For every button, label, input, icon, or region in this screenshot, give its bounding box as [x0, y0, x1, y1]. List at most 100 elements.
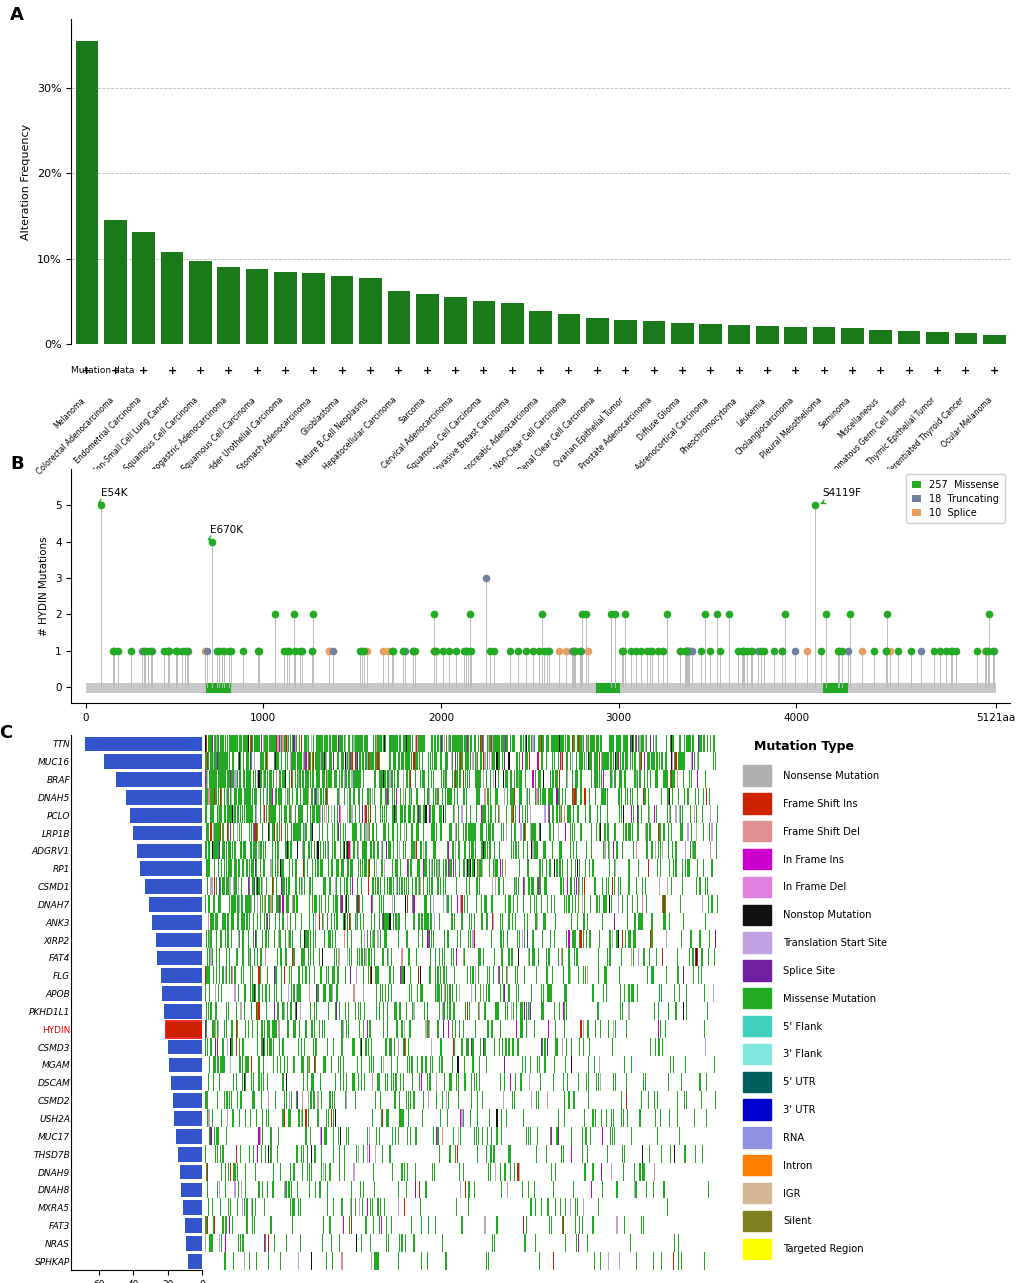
Text: Cervical Squamous Cell Carcinoma: Cervical Squamous Cell Carcinoma [156, 395, 257, 497]
Bar [177, 1147, 202, 1161]
Text: Ocular Melanoma: Ocular Melanoma [940, 395, 994, 449]
Bar [642, 321, 664, 344]
Bar [699, 323, 721, 344]
Text: Head and Neck Squamous Cell Carcinoma: Head and Neck Squamous Cell Carcinoma [364, 395, 483, 516]
Bar [217, 267, 239, 344]
Text: Non-Small Cell Lung Cancer: Non-Small Cell Lung Cancer [91, 395, 172, 477]
Bar [85, 736, 202, 751]
Text: +: + [280, 366, 289, 376]
Legend: 257  Missense, 18  Truncating, 10  Splice: 257 Missense, 18 Truncating, 10 Splice [905, 473, 1004, 523]
Bar [595, 683, 620, 693]
Bar [742, 960, 770, 980]
Bar [925, 331, 948, 344]
Text: In Frame Del: In Frame Del [783, 883, 846, 893]
Text: Hepatocellular Carcinoma: Hepatocellular Carcinoma [322, 395, 398, 472]
Bar [742, 1071, 770, 1092]
Text: Glioblastoma: Glioblastoma [300, 395, 341, 438]
Bar [742, 1155, 770, 1175]
Text: +: + [393, 366, 404, 376]
Text: +: + [988, 366, 998, 376]
Bar [742, 1183, 770, 1203]
Bar [166, 1023, 202, 1037]
Text: Pancreatic Adenocarcinoma: Pancreatic Adenocarcinoma [459, 395, 540, 477]
Bar [86, 683, 995, 693]
Bar [104, 754, 202, 769]
Bar [126, 790, 202, 804]
Bar [116, 772, 202, 786]
Bar [742, 1238, 770, 1259]
Bar [868, 330, 892, 344]
Bar [187, 1253, 202, 1269]
Bar [742, 766, 770, 785]
Bar [897, 331, 919, 344]
Text: Missense Mutation: Missense Mutation [783, 994, 875, 1003]
Bar [167, 1039, 202, 1055]
Bar [727, 325, 750, 344]
Text: +: + [253, 366, 262, 376]
Bar [784, 326, 806, 344]
Y-axis label: # HYDIN Mutations: # HYDIN Mutations [40, 536, 50, 636]
Text: +: + [960, 366, 969, 376]
Text: S4119F: S4119F [820, 489, 861, 504]
Text: Miscellaneous: Miscellaneous [836, 395, 880, 440]
Text: Frame Shift Del: Frame Shift Del [783, 826, 859, 837]
Bar [982, 335, 1005, 344]
Bar [742, 1128, 770, 1147]
Text: +: + [791, 366, 800, 376]
Text: +: + [847, 366, 856, 376]
Bar [274, 272, 297, 344]
Bar [755, 326, 777, 344]
Bar [176, 1129, 202, 1143]
Text: Splice Site: Splice Site [783, 966, 835, 976]
Bar [171, 1075, 202, 1091]
Bar [162, 987, 202, 1001]
Bar [822, 683, 847, 693]
Text: +: + [649, 366, 658, 376]
Bar [186, 1236, 202, 1251]
Text: +: + [196, 366, 205, 376]
Text: +: + [83, 366, 92, 376]
Bar [443, 296, 467, 344]
Text: +: + [450, 366, 460, 376]
Bar [164, 1005, 202, 1019]
Text: Diffuse Glioma: Diffuse Glioma [635, 395, 682, 443]
Text: Sarcoma: Sarcoma [396, 395, 427, 426]
Text: +: + [224, 366, 233, 376]
Text: +: + [479, 366, 488, 376]
Text: Esophageal Squamous Cell Carcinoma: Esophageal Squamous Cell Carcinoma [90, 395, 200, 506]
Bar [182, 1201, 202, 1215]
Text: 5' UTR: 5' UTR [783, 1078, 815, 1087]
Text: Targeted Region: Targeted Region [783, 1245, 863, 1255]
Text: B: B [10, 455, 24, 473]
Text: Nonsense Mutation: Nonsense Mutation [783, 771, 878, 781]
Bar [161, 969, 202, 983]
Text: +: + [875, 366, 884, 376]
Text: +: + [592, 366, 601, 376]
Bar [189, 262, 212, 344]
Bar [742, 988, 770, 1008]
Text: E670K: E670K [208, 525, 243, 540]
Text: +: + [337, 366, 346, 376]
Text: Well-Differentiated Thyroid Cancer: Well-Differentiated Thyroid Cancer [864, 395, 965, 497]
Text: C: C [0, 724, 13, 742]
Text: 3' Flank: 3' Flank [783, 1049, 821, 1060]
Text: Seminoma: Seminoma [816, 395, 852, 431]
Text: Thymic Epithelial Tumor: Thymic Epithelial Tumor [865, 395, 936, 467]
Text: +: + [422, 366, 431, 376]
Text: +: + [564, 366, 573, 376]
Bar [246, 269, 268, 344]
Text: RNA: RNA [783, 1133, 804, 1143]
Text: Colorectal Adenocarcinoma: Colorectal Adenocarcinoma [35, 395, 115, 476]
Text: Mutation Type: Mutation Type [753, 740, 853, 753]
Bar [742, 793, 770, 813]
Bar [330, 276, 354, 344]
Text: 5' Flank: 5' Flank [783, 1021, 821, 1032]
Text: Leukemia: Leukemia [735, 395, 766, 429]
Text: Melanoma: Melanoma [52, 395, 87, 430]
Text: Nonstop Mutation: Nonstop Mutation [783, 911, 870, 920]
Text: Esophagogastric Adenocarcinoma: Esophagogastric Adenocarcinoma [130, 395, 228, 494]
Text: Prostate Adenocarcinoma: Prostate Adenocarcinoma [578, 395, 653, 472]
Bar [359, 277, 381, 344]
Text: +: + [818, 366, 827, 376]
Text: Translation Start Site: Translation Start Site [783, 938, 887, 948]
